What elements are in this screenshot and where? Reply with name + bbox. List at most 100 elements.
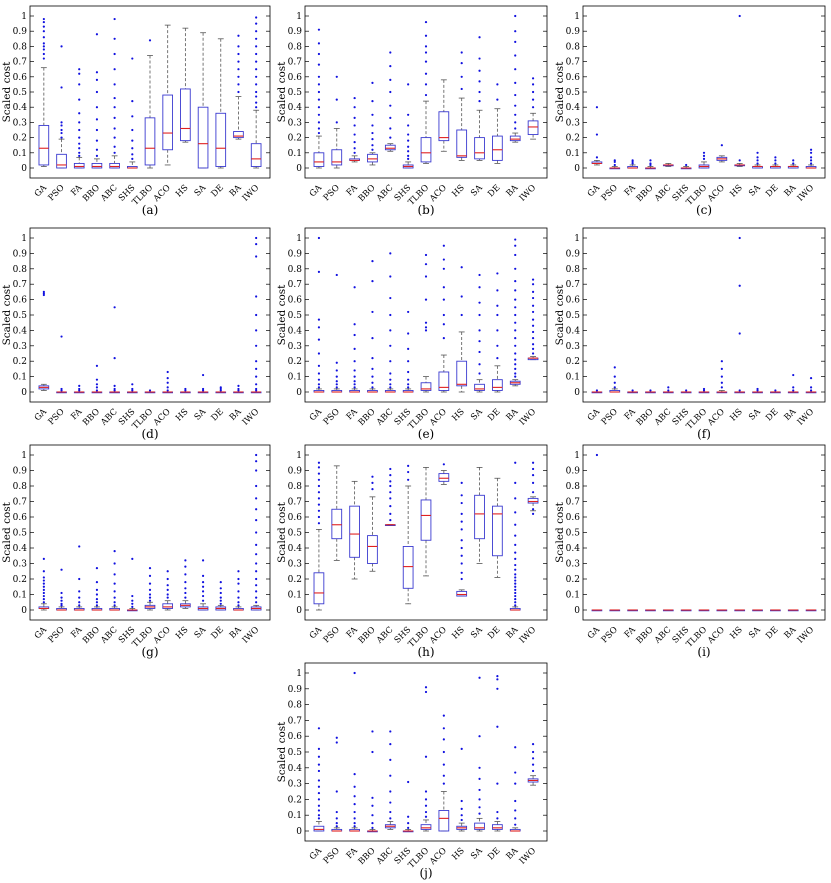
outlier-point — [78, 596, 81, 599]
box-BA — [233, 570, 244, 611]
outlier-point — [478, 57, 481, 60]
outlier-point — [514, 329, 517, 332]
outlier-point — [317, 106, 321, 109]
x-tick-label: DE — [486, 846, 502, 862]
outlier-point — [78, 389, 81, 392]
y-tick-label: 0.6 — [288, 73, 303, 83]
outlier-point — [335, 98, 338, 101]
x-tick-label: DE — [210, 183, 226, 199]
panel-tag: (g) — [141, 645, 158, 659]
x-tick-label: ABC — [98, 183, 119, 204]
y-tick-label: 0.2 — [566, 134, 580, 144]
outlier-point — [60, 86, 63, 89]
outlier-point — [442, 298, 445, 301]
outlier-point — [237, 570, 240, 573]
outlier-point — [131, 594, 134, 598]
outlier-point — [371, 138, 374, 141]
outlier-point — [42, 576, 45, 579]
outlier-point — [514, 534, 517, 537]
iqr-box — [438, 473, 450, 482]
iqr-box — [527, 497, 539, 504]
box-FA — [349, 671, 360, 832]
y-axis-label: Scaled cost — [554, 284, 566, 346]
panel-tag: (d) — [141, 427, 158, 441]
outlier-point — [255, 106, 258, 109]
box-HS — [734, 14, 746, 167]
iqr-box — [402, 546, 414, 589]
y-tick-label: 0.8 — [566, 482, 581, 492]
y-tick-label: 1 — [21, 12, 27, 22]
outlier-point — [531, 337, 535, 340]
outlier-point — [353, 795, 356, 798]
box-GA — [38, 290, 50, 391]
outlier-point — [201, 559, 205, 562]
box-BA — [787, 159, 799, 169]
y-axis-label: Scaled cost — [1, 284, 13, 346]
outlier-point — [166, 389, 169, 392]
outlier-point — [792, 162, 795, 165]
outlier-point — [317, 809, 321, 812]
outlier-point — [424, 263, 428, 266]
outlier-point — [255, 469, 258, 472]
panel-tag: (j) — [419, 866, 432, 880]
outlier-point — [531, 461, 535, 464]
outlier-point — [255, 255, 258, 258]
iqr-box — [367, 153, 378, 163]
outlier-point — [148, 582, 152, 585]
outlier-point — [478, 100, 481, 103]
x-tick-label: IWO — [796, 407, 817, 428]
box-SA — [752, 609, 763, 612]
outlier-point — [809, 148, 813, 151]
outlier-point — [131, 389, 134, 392]
panel-tag: (h) — [417, 645, 434, 659]
outlier-point — [113, 582, 116, 585]
y-tick-label: 0.3 — [288, 118, 303, 128]
y-tick-label: 0.8 — [13, 265, 28, 275]
outlier-point — [317, 484, 321, 488]
iqr-box — [492, 824, 503, 830]
outlier-point — [424, 810, 428, 814]
panel-5: 0 0.1 0.2 0.3 0.4 0.5 0.6 0.7 0.8 0.9 1 Scaled cost… — [554, 227, 826, 441]
box-BA — [233, 34, 244, 140]
outlier-point — [255, 387, 258, 391]
box-BA — [509, 746, 521, 832]
iqr-box — [180, 88, 191, 142]
outlier-point — [335, 75, 338, 78]
outlier-point — [738, 389, 741, 392]
y-tick-label: 0.8 — [288, 42, 303, 52]
outlier-point — [353, 347, 356, 350]
x-tick-label: IWO — [241, 183, 262, 204]
outlier-point — [460, 313, 463, 317]
outlier-point — [407, 386, 410, 389]
outlier-point — [514, 306, 517, 309]
y-axis-label: Scaled cost — [554, 501, 566, 563]
iqr-box — [474, 822, 485, 830]
outlier-point — [317, 522, 321, 525]
box-TLBO — [420, 466, 432, 577]
outlier-point — [774, 156, 777, 159]
y-tick-label: 0 — [296, 827, 302, 837]
outlier-point — [148, 593, 152, 596]
box-TLBO — [698, 151, 710, 169]
outlier-point — [389, 386, 392, 389]
outlier-point — [335, 790, 338, 793]
outlier-point — [237, 68, 240, 71]
outlier-point — [78, 604, 81, 607]
outlier-point — [255, 562, 258, 565]
outlier-point — [60, 568, 63, 571]
outlier-point — [371, 81, 374, 84]
outlier-point — [514, 93, 517, 97]
box-BBO — [367, 730, 378, 833]
box-ABC — [384, 252, 396, 393]
box-PSO — [56, 335, 67, 394]
outlier-point — [255, 367, 258, 370]
outlier-point — [42, 582, 45, 585]
outlier-point — [809, 386, 813, 389]
outlier-point — [389, 474, 392, 477]
outlier-point — [514, 461, 517, 464]
outlier-point — [531, 290, 535, 293]
outlier-point — [407, 826, 410, 829]
outlier-point — [353, 333, 356, 337]
box-PSO — [56, 568, 67, 611]
